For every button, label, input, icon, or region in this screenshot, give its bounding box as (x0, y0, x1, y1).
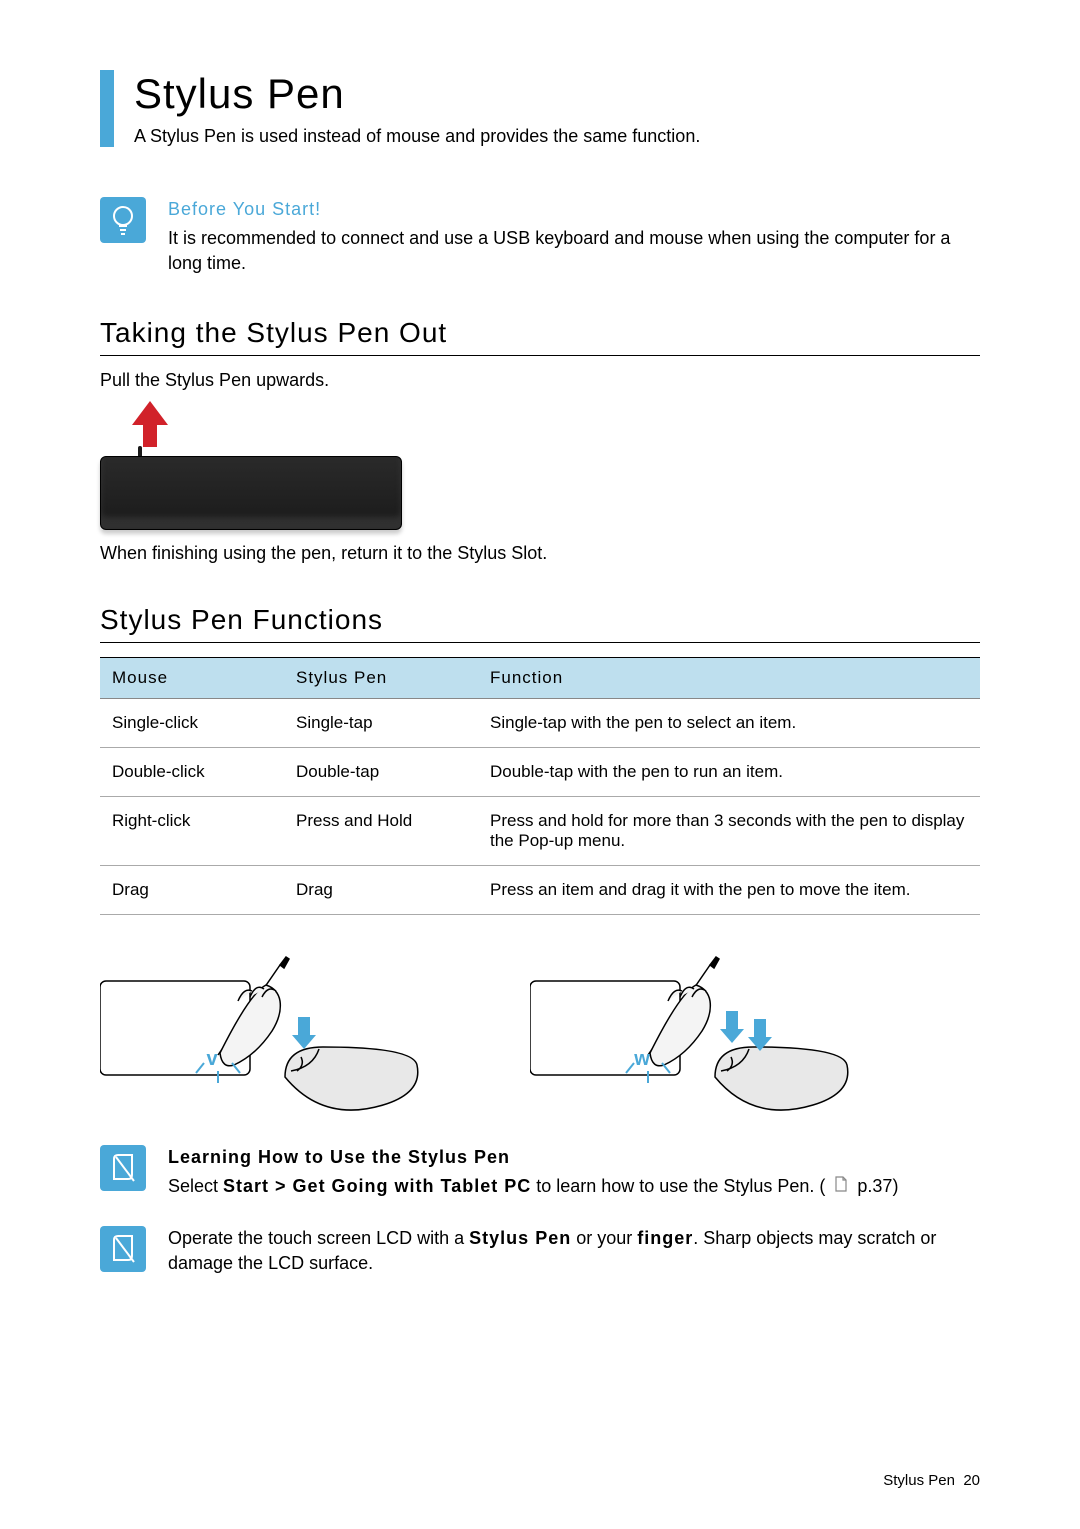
tip3-b2: finger (637, 1228, 693, 1248)
page-ref-icon (834, 1174, 848, 1199)
table-cell: Press and hold for more than 3 seconds w… (478, 796, 980, 865)
tip-text: Before You Start! It is recommended to c… (168, 197, 980, 277)
table-cell: Drag (100, 865, 284, 914)
table-header-row: Mouse Stylus Pen Function (100, 657, 980, 698)
table-row: Double-clickDouble-tapDouble-tap with th… (100, 747, 980, 796)
page: Stylus Pen A Stylus Pen is used instead … (0, 0, 1080, 1529)
tip2-pre: Select (168, 1176, 223, 1196)
tip-heading: Before You Start! (168, 197, 980, 222)
device-body (100, 456, 402, 530)
th-mouse: Mouse (100, 657, 284, 698)
tip-body: It is recommended to connect and use a U… (168, 228, 950, 273)
table-cell: Double-tap (284, 747, 478, 796)
table-cell: Single-tap (284, 698, 478, 747)
table-row: DragDragPress an item and drag it with t… (100, 865, 980, 914)
tip2-post: to learn how to use the Stylus Pen. ( (531, 1176, 830, 1196)
table-cell: Single-click (100, 698, 284, 747)
footer-label: Stylus Pen (883, 1472, 955, 1489)
intro-text: A Stylus Pen is used instead of mouse an… (134, 126, 980, 147)
note-icon (100, 1145, 146, 1191)
svg-text:v: v (206, 1048, 218, 1070)
tip3-mid: or your (571, 1228, 637, 1248)
tip2-bold: Start > Get Going with Tablet PC (223, 1176, 531, 1196)
tip-caution: Operate the touch screen LCD with a Styl… (100, 1226, 980, 1276)
illustration-row: v (100, 945, 980, 1115)
table-cell: Single-tap with the pen to select an ite… (478, 698, 980, 747)
tip3-b1: Stylus Pen (469, 1228, 571, 1248)
table-cell: Right-click (100, 796, 284, 865)
tip2-heading: Learning How to Use the Stylus Pen (168, 1145, 898, 1170)
functions-table: Mouse Stylus Pen Function Single-clickSi… (100, 657, 980, 915)
double-tap-illustration: w (530, 945, 870, 1115)
page-title: Stylus Pen (134, 70, 980, 118)
table-cell: Double-click (100, 747, 284, 796)
page-ref: p.37 (857, 1176, 892, 1196)
device-illustration (100, 401, 400, 531)
tip3-text: Operate the touch screen LCD with a Styl… (168, 1226, 980, 1276)
arrow-up-icon (130, 401, 170, 451)
table-row: Single-clickSingle-tapSingle-tap with th… (100, 698, 980, 747)
page-footer: Stylus Pen 20 (883, 1472, 980, 1489)
tip2-end: ) (892, 1176, 898, 1196)
section-heading-functions: Stylus Pen Functions (100, 604, 980, 643)
taking-out-line2: When finishing using the pen, return it … (100, 543, 980, 564)
tip-learning: Learning How to Use the Stylus Pen Selec… (100, 1145, 980, 1200)
tip2-text: Learning How to Use the Stylus Pen Selec… (168, 1145, 898, 1200)
note-icon (100, 1226, 146, 1272)
tip-before-you-start: Before You Start! It is recommended to c… (100, 197, 980, 277)
svg-text:w: w (633, 1048, 650, 1070)
title-block: Stylus Pen A Stylus Pen is used instead … (100, 70, 980, 147)
table-row: Right-clickPress and HoldPress and hold … (100, 796, 980, 865)
lightbulb-icon (100, 197, 146, 243)
table-cell: Drag (284, 865, 478, 914)
table-cell: Press and Hold (284, 796, 478, 865)
taking-out-line1: Pull the Stylus Pen upwards. (100, 370, 980, 391)
section-heading-taking-out: Taking the Stylus Pen Out (100, 317, 980, 356)
single-tap-illustration: v (100, 945, 440, 1115)
table-cell: Press an item and drag it with the pen t… (478, 865, 980, 914)
tip3-pre: Operate the touch screen LCD with a (168, 1228, 469, 1248)
footer-page: 20 (963, 1472, 980, 1489)
th-function: Function (478, 657, 980, 698)
th-stylus: Stylus Pen (284, 657, 478, 698)
table-cell: Double-tap with the pen to run an item. (478, 747, 980, 796)
